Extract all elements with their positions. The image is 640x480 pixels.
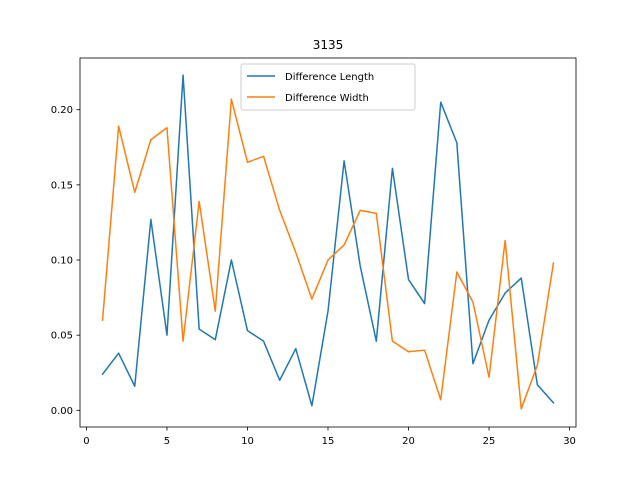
series-line-2 [101, 98, 555, 410]
y-tick-label: 0.20 [51, 105, 73, 116]
x-axis: 0 5 10 15 20 25 30 [83, 427, 576, 447]
legend-label-1: Difference Length [285, 72, 374, 83]
y-tick-label: 0.10 [51, 256, 73, 267]
chart-title: 3135 [313, 38, 344, 52]
x-tick-label: 0 [83, 436, 89, 447]
y-tick-label: 0.15 [51, 180, 73, 191]
series-layer [101, 74, 555, 410]
legend-label-2: Difference Width [285, 93, 369, 104]
x-tick-label: 30 [563, 436, 576, 447]
x-tick-label: 15 [322, 436, 335, 447]
y-tick-label: 0.05 [51, 331, 73, 342]
legend: Difference Length Difference Width [240, 63, 416, 111]
legend-box [240, 63, 416, 111]
series-line-1 [101, 74, 555, 407]
y-axis: 0.00 0.05 0.10 0.15 0.20 [51, 105, 80, 417]
x-tick-label: 25 [483, 436, 496, 447]
x-tick-label: 5 [164, 436, 170, 447]
x-tick-label: 10 [241, 436, 254, 447]
y-tick-label: 0.00 [51, 406, 73, 417]
x-tick-label: 20 [402, 436, 415, 447]
